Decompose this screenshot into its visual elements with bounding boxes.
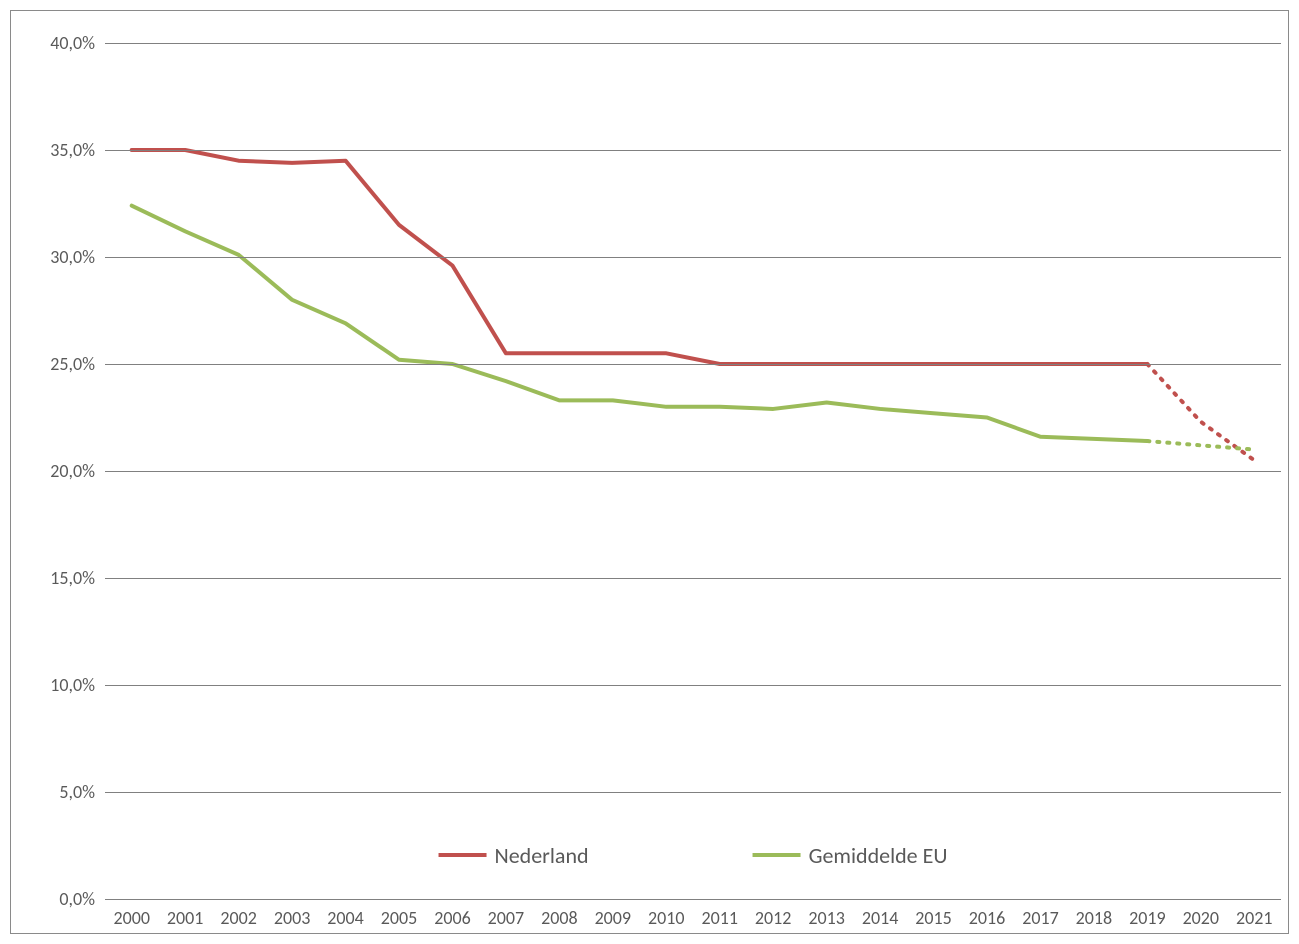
- gridline: [105, 578, 1281, 579]
- x-tick-label: 2005: [381, 907, 418, 929]
- x-tick-label: 2017: [1022, 907, 1059, 929]
- x-tick-label: 2006: [434, 907, 471, 929]
- legend-label: Nederland: [495, 842, 589, 869]
- series-line-gemiddelde-eu: [132, 206, 1148, 441]
- y-tick-label: 30,0%: [35, 246, 95, 268]
- x-tick-label: 2013: [808, 907, 845, 929]
- x-tick-label: 2001: [167, 907, 204, 929]
- legend-label: Gemiddelde EU: [809, 842, 948, 869]
- x-tick-label: 2016: [969, 907, 1006, 929]
- legend-swatch: [439, 853, 487, 857]
- x-tick-label: 2012: [755, 907, 792, 929]
- x-tick-label: 2008: [541, 907, 578, 929]
- plot-area: NederlandGemiddelde EU 0,0%5,0%10,0%15,0…: [105, 43, 1281, 899]
- y-tick-label: 20,0%: [35, 460, 95, 482]
- x-tick-label: 2010: [648, 907, 685, 929]
- legend-item: Nederland: [439, 842, 589, 869]
- gridline: [105, 150, 1281, 151]
- gridline: [105, 43, 1281, 44]
- x-tick-label: 2000: [113, 907, 150, 929]
- x-tick-label: 2011: [701, 907, 738, 929]
- series-line-dotted-gemiddelde-eu: [1147, 441, 1254, 450]
- x-tick-label: 2003: [274, 907, 311, 929]
- x-tick-label: 2014: [862, 907, 899, 929]
- chart-frame: Nederland Gemiddelde EU 0,0% 5,0% 10,0% 15,0…: [10, 10, 1289, 934]
- y-tick-label: 10,0%: [35, 674, 95, 696]
- x-tick-label: 2015: [915, 907, 952, 929]
- x-tick-label: 2018: [1076, 907, 1113, 929]
- y-tick-label: 15,0%: [35, 567, 95, 589]
- gridline: [105, 471, 1281, 472]
- x-tick-label: 2019: [1129, 907, 1166, 929]
- legend: Nederland Gemiddelde EU: [439, 842, 948, 869]
- x-tick-label: 2007: [488, 907, 525, 929]
- y-tick-label: 5,0%: [35, 781, 95, 803]
- y-tick-label: 35,0%: [35, 139, 95, 161]
- x-tick-label: 2009: [595, 907, 632, 929]
- x-tick-label: 2004: [327, 907, 364, 929]
- y-tick-label: 40,0%: [35, 32, 95, 54]
- x-tick-label: 2021: [1236, 907, 1273, 929]
- legend-item: Gemiddelde EU: [753, 842, 948, 869]
- gridline: [105, 792, 1281, 793]
- gridline: [105, 257, 1281, 258]
- gridline: [105, 685, 1281, 686]
- y-tick-label: 25,0%: [35, 353, 95, 375]
- gridline: [105, 899, 1281, 900]
- x-tick-label: 2020: [1183, 907, 1220, 929]
- y-tick-label: 0,0%: [35, 888, 95, 910]
- legend-swatch: [753, 853, 801, 857]
- x-tick-label: 2002: [220, 907, 257, 929]
- gridline: [105, 364, 1281, 365]
